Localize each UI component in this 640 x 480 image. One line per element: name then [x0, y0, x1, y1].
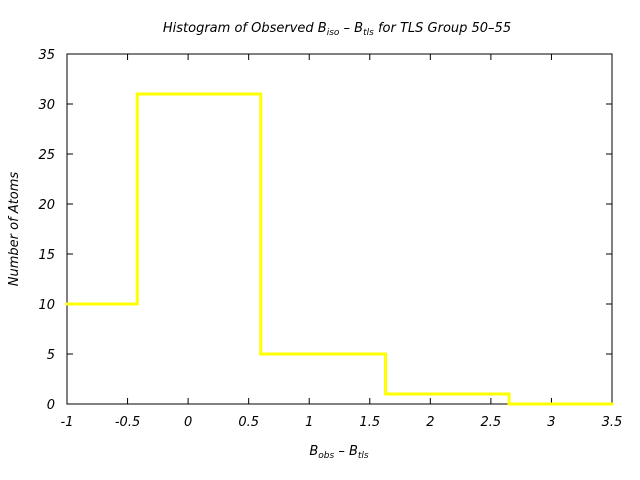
x-tick-label: 0.5	[238, 415, 259, 430]
x-tick-label: 1	[305, 415, 313, 430]
plot-frame	[66, 53, 613, 405]
y-tick-label: 35	[38, 48, 55, 63]
x-axis-label: Bobs – Btls	[309, 444, 369, 461]
x-tick-label: 0	[184, 415, 192, 430]
x-tick-label: 2	[426, 415, 434, 430]
y-tick-label: 20	[38, 198, 55, 213]
plot-area: -1 -0.5 0 0.5 1 1.5 2 2.5 3 3.5 0 5 10 15 20 25 30 35	[38, 48, 622, 430]
y-tick-label: 25	[38, 148, 55, 163]
x-tick-label: -0.5	[115, 415, 140, 430]
y-tick-label: 10	[38, 298, 55, 313]
y-tick-label: 5	[47, 348, 55, 363]
y-axis-label: Number of Atoms	[7, 172, 22, 287]
x-tick-label: 3	[547, 415, 555, 430]
x-tick-label: 2.5	[481, 415, 502, 430]
chart-title: Histogram of Observed Biso – Btls for TL…	[163, 21, 511, 38]
x-tick-label: 1.5	[359, 415, 380, 430]
y-tick-label: 15	[38, 248, 55, 263]
y-tick-label: 0	[47, 398, 55, 413]
y-tick-label: 30	[38, 98, 55, 113]
x-tick-label: 3.5	[602, 415, 623, 430]
x-tick-label: -1	[61, 415, 74, 430]
